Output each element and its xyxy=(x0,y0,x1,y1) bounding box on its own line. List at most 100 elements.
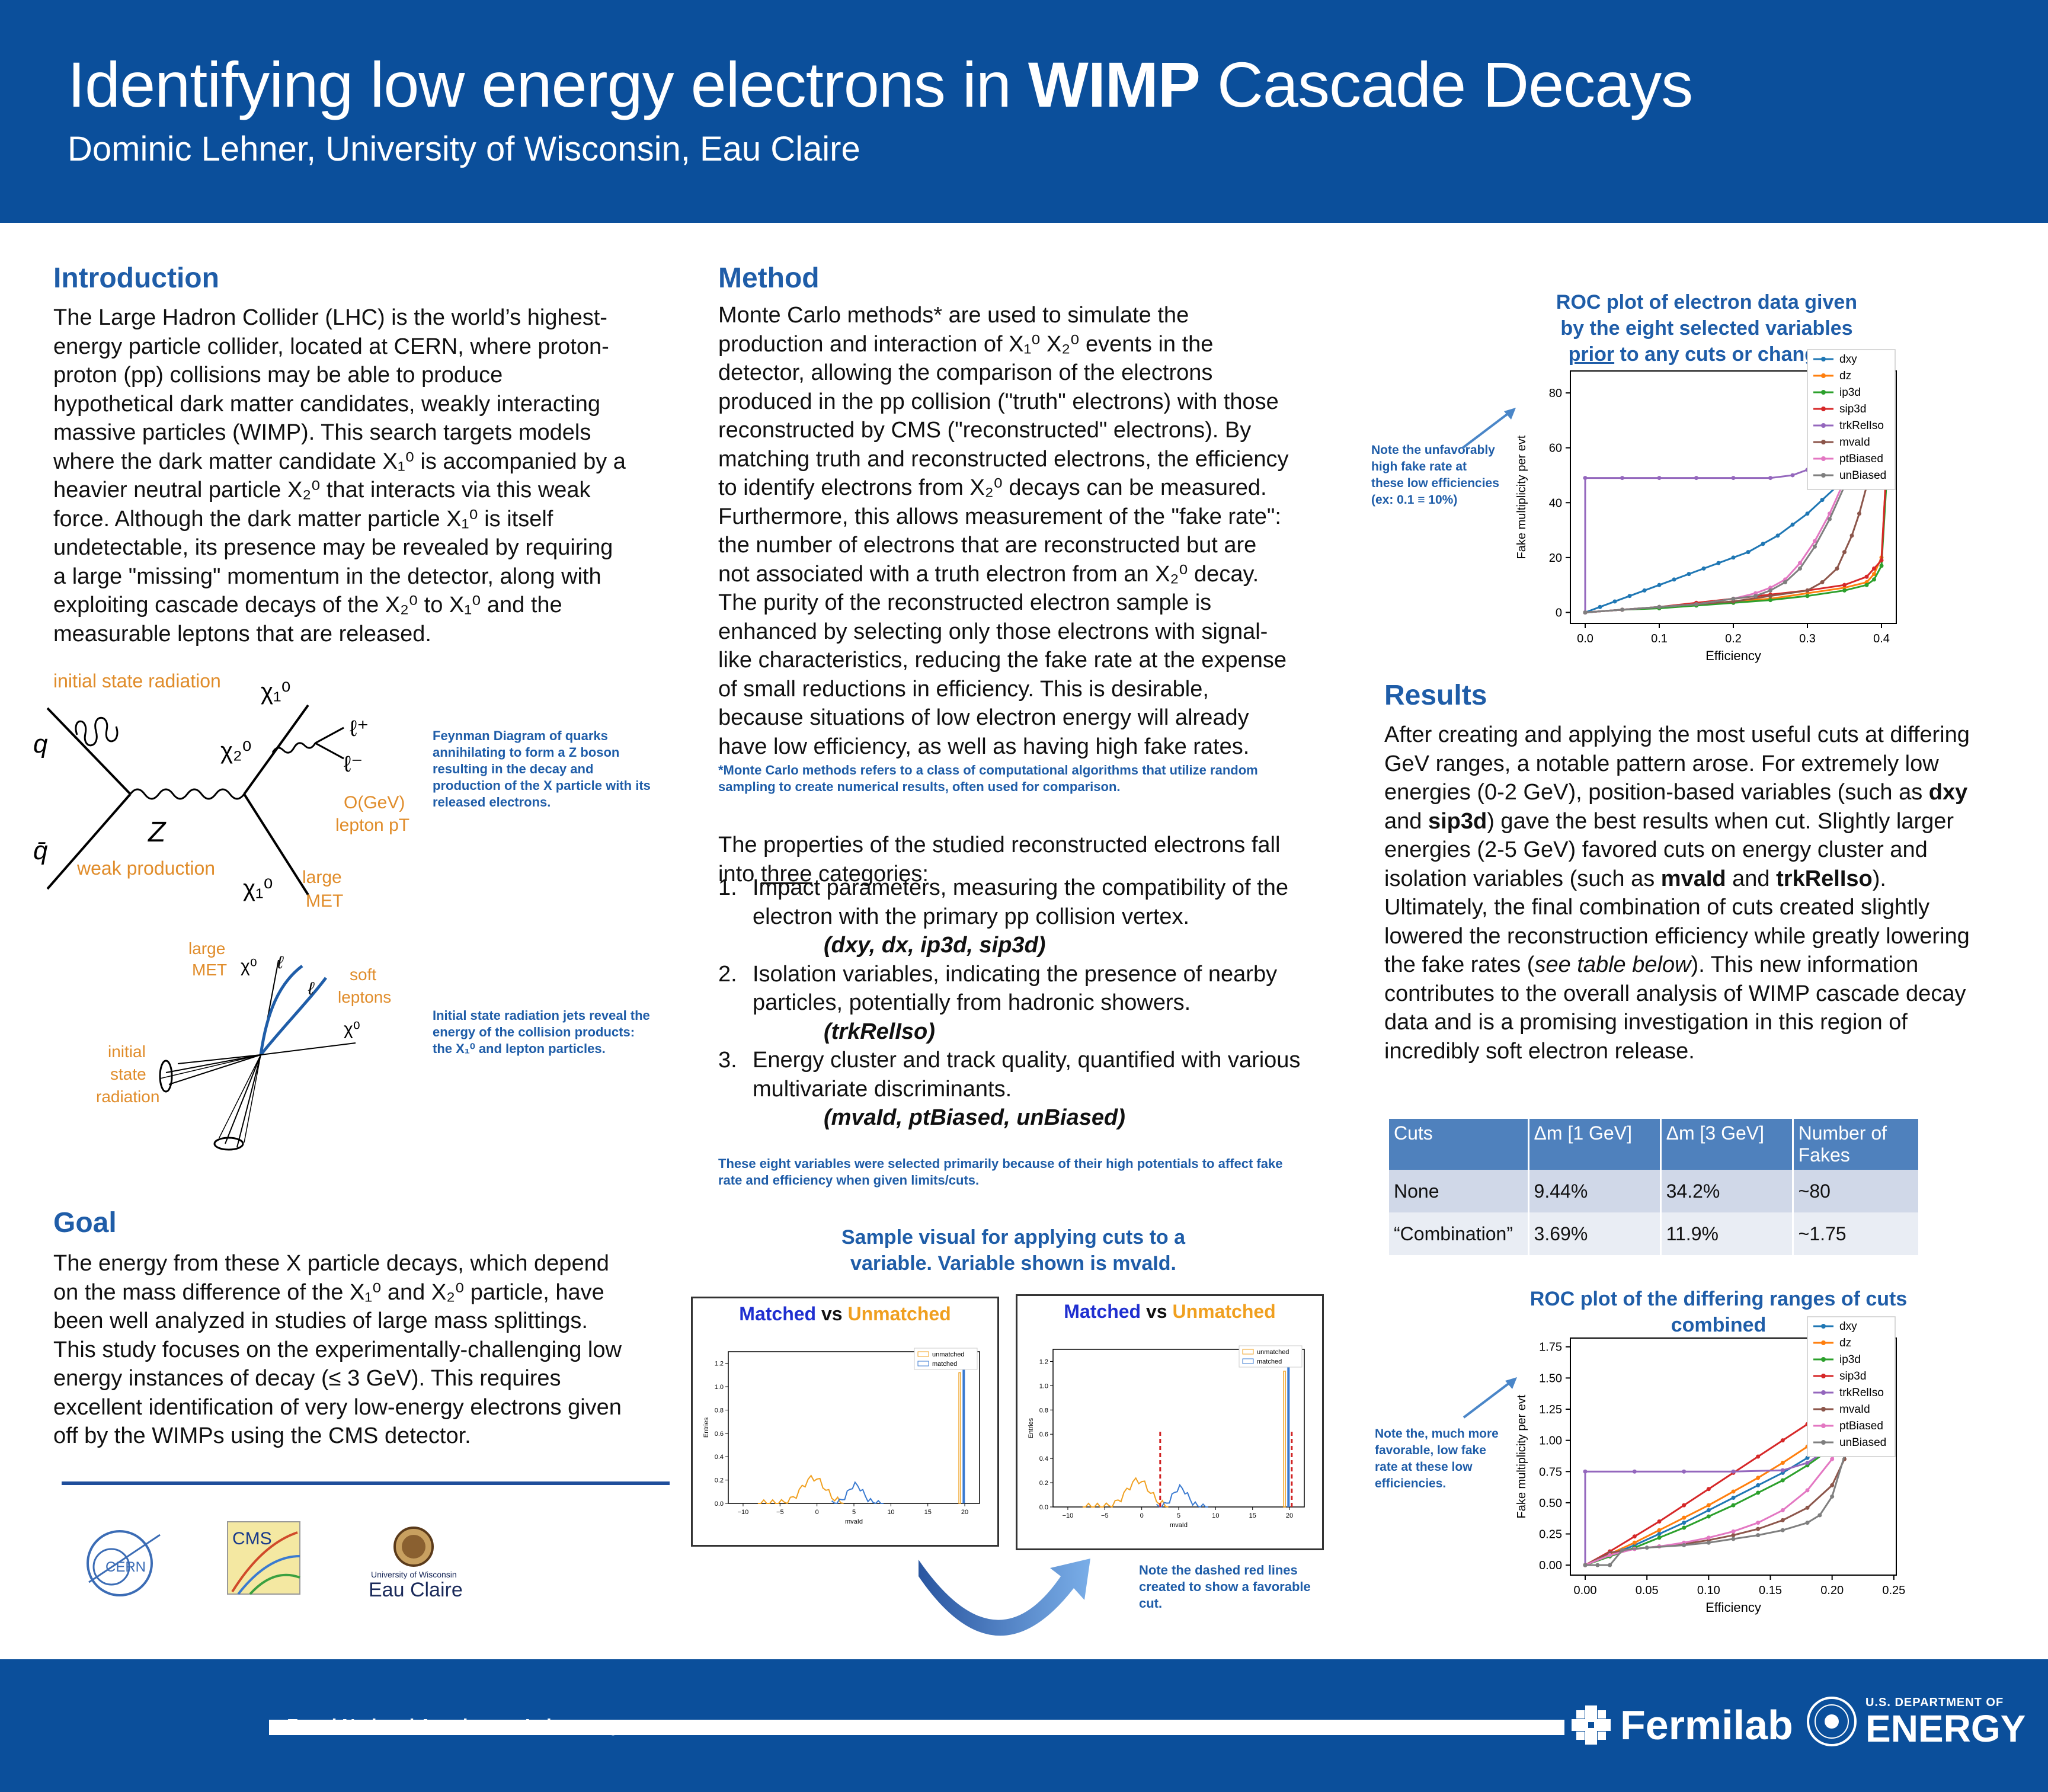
data-point xyxy=(1842,583,1847,587)
data-point xyxy=(1731,476,1736,481)
curved-arrow xyxy=(919,1559,1090,1636)
lplus-line xyxy=(315,727,344,744)
doe-main-text: ENERGY xyxy=(1865,1707,2026,1750)
legend-matched-swatch xyxy=(917,1361,929,1367)
data-point xyxy=(1805,1488,1810,1493)
data-point xyxy=(1620,1548,1624,1553)
x-tick-label: 0.0 xyxy=(1577,632,1593,645)
legend-marker xyxy=(1821,407,1826,411)
feynman-caption: Feynman Diagram of quarks annihilating t… xyxy=(433,728,651,809)
results-heading: Results xyxy=(1384,680,1487,711)
y-tick-label: 20 xyxy=(1549,552,1562,565)
quark-line xyxy=(46,707,132,795)
ogev-label: O(GeV) xyxy=(344,793,405,812)
doe-top-text: U.S. DEPARTMENT OF xyxy=(1865,1695,2004,1709)
results-text-run: see table below xyxy=(1534,952,1691,977)
y-tick-label: 0.25 xyxy=(1539,1528,1562,1541)
legend-marker xyxy=(1821,1423,1826,1428)
poster-title: Identifying low energy electrons in WIMP… xyxy=(68,47,1693,121)
table-header-cell: Cuts xyxy=(1389,1119,1529,1170)
text-line: like characteristics, reducing the fake … xyxy=(718,648,1287,673)
data-point xyxy=(1798,561,1802,565)
data-point xyxy=(1644,1545,1649,1550)
text-line: a large "missing" momentum in the detect… xyxy=(53,564,601,589)
legend-unmatched-label: unmatched xyxy=(1257,1349,1289,1356)
jet-line-4 xyxy=(159,1054,261,1079)
data-point xyxy=(1706,1487,1711,1492)
props-intro-c: categories: xyxy=(812,861,929,887)
data-point xyxy=(1682,1543,1687,1547)
method-heading: Method xyxy=(718,263,820,294)
legend-marker xyxy=(1821,1340,1826,1345)
introduction-text: The Large Hadron Collider (LHC) is the w… xyxy=(53,303,670,648)
data-point xyxy=(1657,1528,1662,1532)
data-point xyxy=(1632,1540,1637,1545)
hist-y-tick-label: 0.2 xyxy=(715,1477,724,1484)
hist-x-tick-label: 0 xyxy=(815,1509,819,1516)
legend-label: ip3d xyxy=(1839,1353,1861,1366)
eight-variables-note: These eight variables were selected prim… xyxy=(718,1156,1283,1188)
hist-y-tick-label: 1.2 xyxy=(1039,1358,1048,1365)
roc2-note: Note the, much more favorable, low fake … xyxy=(1375,1427,1499,1490)
data-point xyxy=(1872,577,1876,582)
legend-marker xyxy=(1821,423,1826,428)
data-point xyxy=(1731,1495,1736,1500)
hist-y-tick-label: 0.0 xyxy=(715,1500,724,1508)
data-point xyxy=(1583,1563,1588,1567)
data-point xyxy=(1830,1483,1835,1487)
data-point xyxy=(1731,1469,1736,1474)
jet-cone-a xyxy=(159,1060,173,1093)
uwec-logo: University of Wisconsin Eau Claire xyxy=(369,1527,463,1601)
data-point xyxy=(1682,1525,1687,1530)
isr-diagram: large MET χ⁰ ℓ ℓ soft leptons χ⁰ initial… xyxy=(96,939,391,1151)
jet-line-7 xyxy=(219,1054,261,1138)
legend-marker xyxy=(1821,1440,1826,1445)
text-line: energy particle collider, located at CER… xyxy=(53,334,609,359)
jet-line-1 xyxy=(165,1054,261,1073)
data-point xyxy=(1780,1478,1785,1483)
data-point xyxy=(1768,594,1772,599)
cern-logo-text: CERN xyxy=(105,1559,146,1575)
isr-large-label: large xyxy=(188,939,225,958)
category-variables: (mvaId, ptBiased, unBiased) xyxy=(824,1105,1125,1130)
x-tick-label: 0.3 xyxy=(1799,632,1816,645)
goal-text: The energy from these X particle decays,… xyxy=(53,1249,670,1451)
text-line: been well analyzed in studies of large m… xyxy=(53,1308,588,1333)
y-tick-label: 1.00 xyxy=(1539,1435,1562,1448)
legend-label: trkRelIso xyxy=(1839,1387,1884,1399)
jet-line-3 xyxy=(177,1054,261,1064)
text-line: massive particles (WIMP). This search ta… xyxy=(53,420,591,445)
goal-divider xyxy=(62,1481,670,1485)
table-header-cell: Δm [3 GeV] xyxy=(1660,1119,1794,1170)
lminus-line xyxy=(315,742,344,760)
category-item: 1. Impact parameters, measuring the compa… xyxy=(718,873,1329,960)
unmatched-spike xyxy=(1283,1371,1286,1508)
fermilab-text: Fermilab xyxy=(1620,1702,1793,1748)
table-cell: 3.69% xyxy=(1528,1212,1662,1255)
data-point xyxy=(1783,580,1787,585)
text-line: where the dark matter candidate X₁⁰ is a… xyxy=(53,449,626,474)
legend-label: ptBiased xyxy=(1839,1420,1883,1432)
x-tick-label: 0.4 xyxy=(1873,632,1890,645)
data-point xyxy=(1682,1521,1687,1525)
props-intro-a: The properties of the studied reconstruc… xyxy=(718,833,1281,857)
text-line: Furthermore, this allows measurement of … xyxy=(718,504,1281,529)
hist-y-tick-label: 0.6 xyxy=(715,1431,724,1438)
isr-ell-a-label: ℓ xyxy=(277,953,284,972)
text-line: have low efficiency, as well as having h… xyxy=(718,734,1250,759)
data-point xyxy=(1830,1494,1835,1499)
histogram-plot-cut: 0.0 0.2 0.4 0.6 0.8 1.0 1.2 −10 −5 0 5 10 15 20 mvaId E… xyxy=(1028,1345,1305,1529)
table-cell: None xyxy=(1389,1170,1529,1212)
data-point xyxy=(1620,476,1624,481)
data-point xyxy=(1731,596,1736,601)
roc1-note-arrow xyxy=(1461,408,1516,449)
gluon-curl xyxy=(75,716,119,747)
matched-histogram xyxy=(1156,1483,1208,1508)
lepton-pt-label: lepton pT xyxy=(335,815,409,835)
text-line: undetectable, its presence may be reveal… xyxy=(53,535,613,560)
x-tick-label: 0.05 xyxy=(1636,1584,1659,1597)
data-point xyxy=(1780,1528,1785,1532)
data-point xyxy=(1830,1457,1835,1461)
legend-marker xyxy=(1821,456,1826,461)
isr-chi0-a-label: χ⁰ xyxy=(241,956,257,976)
